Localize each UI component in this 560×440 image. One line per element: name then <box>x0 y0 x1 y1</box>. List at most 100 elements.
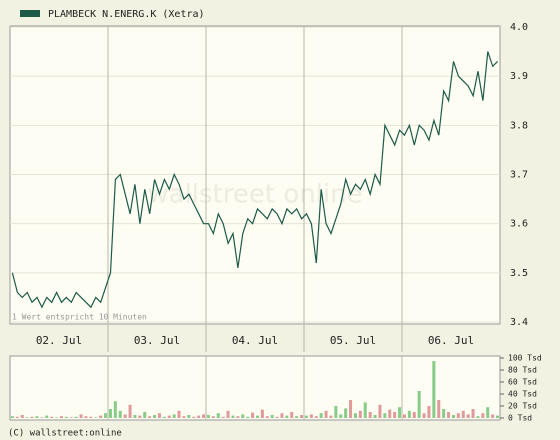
volume-bar <box>45 415 49 418</box>
price-line <box>11 51 499 309</box>
volume-bar <box>486 407 490 418</box>
x-tick-label: 04. Jul <box>232 334 278 347</box>
y2-tick-label: 40 Tsd <box>508 390 537 399</box>
volume-bar <box>334 406 338 418</box>
volume-bar <box>491 414 495 418</box>
volume-bar <box>55 417 59 418</box>
volume-bar <box>270 415 274 418</box>
volume-bar <box>226 410 230 418</box>
volume-bar <box>133 415 137 418</box>
volume-bar <box>461 410 465 418</box>
volume-bar <box>153 415 157 418</box>
y2-tick-label: 100 Tsd <box>508 354 542 363</box>
volume-bar <box>40 417 44 418</box>
y-tick-label: 4.0 <box>510 22 528 33</box>
volume-bar <box>353 413 357 418</box>
volume-bar <box>211 416 215 418</box>
volume-bar <box>309 414 313 418</box>
volume-bar <box>427 406 431 418</box>
volume-bar <box>255 415 259 418</box>
volume-bar <box>422 413 426 418</box>
volume-bar <box>20 415 24 418</box>
volume-bar <box>241 414 245 418</box>
volume-bar <box>432 361 436 418</box>
volume-bar <box>344 408 348 418</box>
legend-label: PLAMBECK N.ENERG.K (Xetra) <box>48 9 205 20</box>
volume-bar <box>251 412 255 418</box>
volume-bar <box>89 416 93 418</box>
volume-bar <box>383 413 387 418</box>
volume-bar <box>79 414 83 418</box>
volume-bar <box>177 410 181 418</box>
volume-bar <box>295 416 299 418</box>
volume-bar <box>246 416 250 418</box>
y-tick-label: 3.4 <box>510 317 528 328</box>
volume-bar <box>162 416 166 418</box>
volume-bar <box>339 414 343 418</box>
volume-bar <box>157 413 161 418</box>
y-tick-label: 3.7 <box>510 170 528 181</box>
x-tick-label: 05. Jul <box>330 334 376 347</box>
x-tick-label: 06. Jul <box>428 334 474 347</box>
volume-bar <box>447 412 451 418</box>
volume-bar <box>300 415 304 418</box>
volume-bar <box>50 416 54 418</box>
volume-bar <box>15 416 19 418</box>
volume-bar <box>378 404 382 418</box>
volume-bar <box>407 410 411 418</box>
y-tick-label: 3.6 <box>510 219 528 230</box>
volume-bar <box>496 415 500 418</box>
volume-bar <box>363 402 367 418</box>
y-tick-label: 3.8 <box>510 120 528 131</box>
volume-bar <box>314 416 318 418</box>
volume-bar <box>182 416 186 418</box>
volume-bar <box>74 416 78 418</box>
volume-bar <box>206 415 210 418</box>
volume-bar <box>99 415 103 418</box>
footer: (C) wallstreet:online <box>8 429 122 439</box>
volume-bar <box>59 416 63 418</box>
watermark: wallstreet online <box>147 180 362 210</box>
volume-bar <box>368 412 372 418</box>
volume-bar <box>456 413 460 418</box>
y2-tick-label: 0 Tsd <box>508 414 532 423</box>
volume-bar <box>148 416 152 418</box>
volume-bar <box>437 400 441 418</box>
volume-bar <box>290 412 294 418</box>
note: 1 Wert entspricht 10 Minuten <box>12 313 147 322</box>
x-tick-label: 03. Jul <box>134 334 180 347</box>
volume-bar <box>280 413 284 418</box>
volume-bar <box>94 417 98 418</box>
y-tick-label: 3.5 <box>510 268 528 279</box>
volume-bar <box>30 416 34 418</box>
volume-bar <box>25 417 29 418</box>
legend-swatch <box>20 10 40 17</box>
volume-bar <box>118 410 122 418</box>
y2-tick-label: 60 Tsd <box>508 378 537 387</box>
volume-bar <box>221 416 225 418</box>
volume-bar <box>324 410 328 418</box>
volume-bar <box>442 409 446 418</box>
volume-bar <box>358 410 362 418</box>
volume-bar <box>143 412 147 418</box>
volume-bar <box>192 416 196 418</box>
volume-bar <box>10 416 14 418</box>
volume-bar <box>476 416 480 418</box>
volume-bar <box>123 414 127 418</box>
volume-bar <box>84 416 88 418</box>
y-tick-label: 3.9 <box>510 71 528 82</box>
volume-bar <box>104 413 108 418</box>
volume-bar <box>417 391 421 418</box>
volume-bar <box>216 413 220 418</box>
volume-bar <box>481 413 485 418</box>
volume-panel <box>9 355 501 421</box>
volume-bar <box>388 409 392 418</box>
volume-bar <box>329 415 333 418</box>
x-tick-label: 02. Jul <box>36 334 82 347</box>
volume-bar <box>393 412 397 418</box>
volume-bar <box>167 415 171 418</box>
volume-bar <box>69 417 73 418</box>
volume-bar <box>275 416 279 418</box>
volume-bar <box>466 414 470 418</box>
volume-bar <box>236 416 240 418</box>
